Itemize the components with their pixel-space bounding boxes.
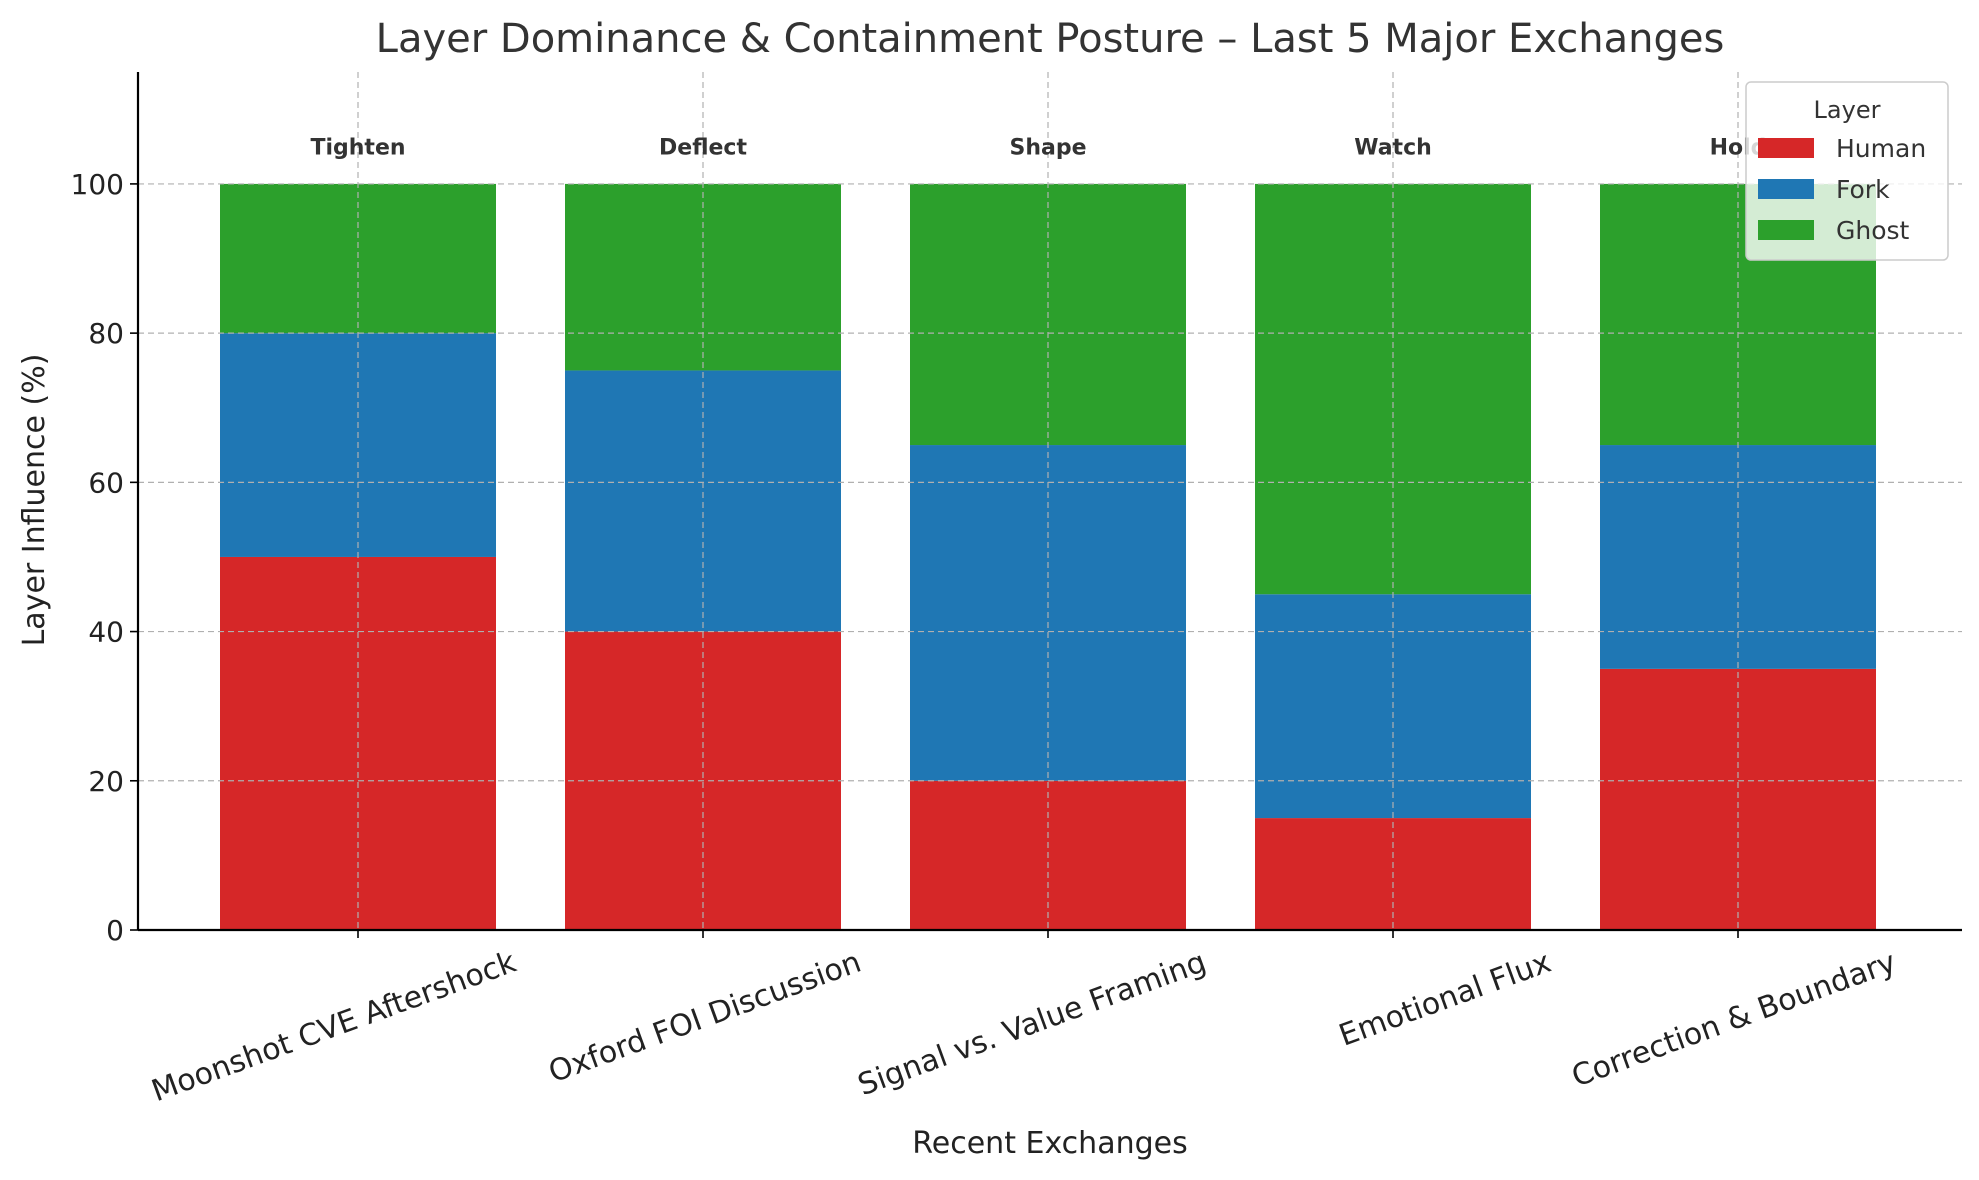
legend-label-ghost: Ghost <box>1836 216 1910 245</box>
y-tick-label-60: 60 <box>88 466 124 499</box>
legend-swatch-human <box>1758 138 1814 158</box>
legend-box <box>1745 81 1949 261</box>
annotation-label-2: Shape <box>1009 136 1086 161</box>
legend-items: Human Fork Ghost <box>1758 134 1926 245</box>
legend-label-fork: Fork <box>1836 175 1890 204</box>
x-tick-label-2: Signal vs. Value Framing <box>853 945 1210 1104</box>
y-tick-label-0: 0 <box>106 914 124 947</box>
chart-title: Layer Dominance & Containment Posture – … <box>376 16 1725 62</box>
annotation-label-3: Watch <box>1354 136 1432 161</box>
posture-annotations: Tighten Deflect Shape Watch Hold <box>310 136 1766 161</box>
annotation-label-0: Tighten <box>310 136 405 161</box>
legend-title: Layer <box>1814 96 1881 124</box>
x-tick-label-3: Emotional Flux <box>1335 945 1556 1054</box>
y-tick-label-20: 20 <box>88 765 124 798</box>
annotation-label-1: Deflect <box>659 136 747 161</box>
x-tick-label-4: Correction & Boundary <box>1567 945 1900 1095</box>
legend-label-human: Human <box>1836 134 1926 163</box>
x-tick-label-0: Moonshot CVE Aftershock <box>147 944 521 1109</box>
legend: Layer Human Fork Ghost <box>1745 81 1949 261</box>
x-tick-label-1: Oxford FOI Discussion <box>544 945 866 1091</box>
y-tick-label-40: 40 <box>88 616 124 649</box>
bar-ghost-0 <box>220 183 496 334</box>
x-axis-label: Recent Exchanges <box>912 1126 1187 1161</box>
y-axis-label: Layer Influence (%) <box>17 354 52 647</box>
legend-swatch-ghost <box>1758 220 1814 240</box>
y-tick-label-80: 80 <box>88 317 124 350</box>
bar-human-4 <box>1600 668 1876 930</box>
y-tick-label-100: 100 <box>71 168 124 201</box>
legend-swatch-fork <box>1758 179 1814 199</box>
